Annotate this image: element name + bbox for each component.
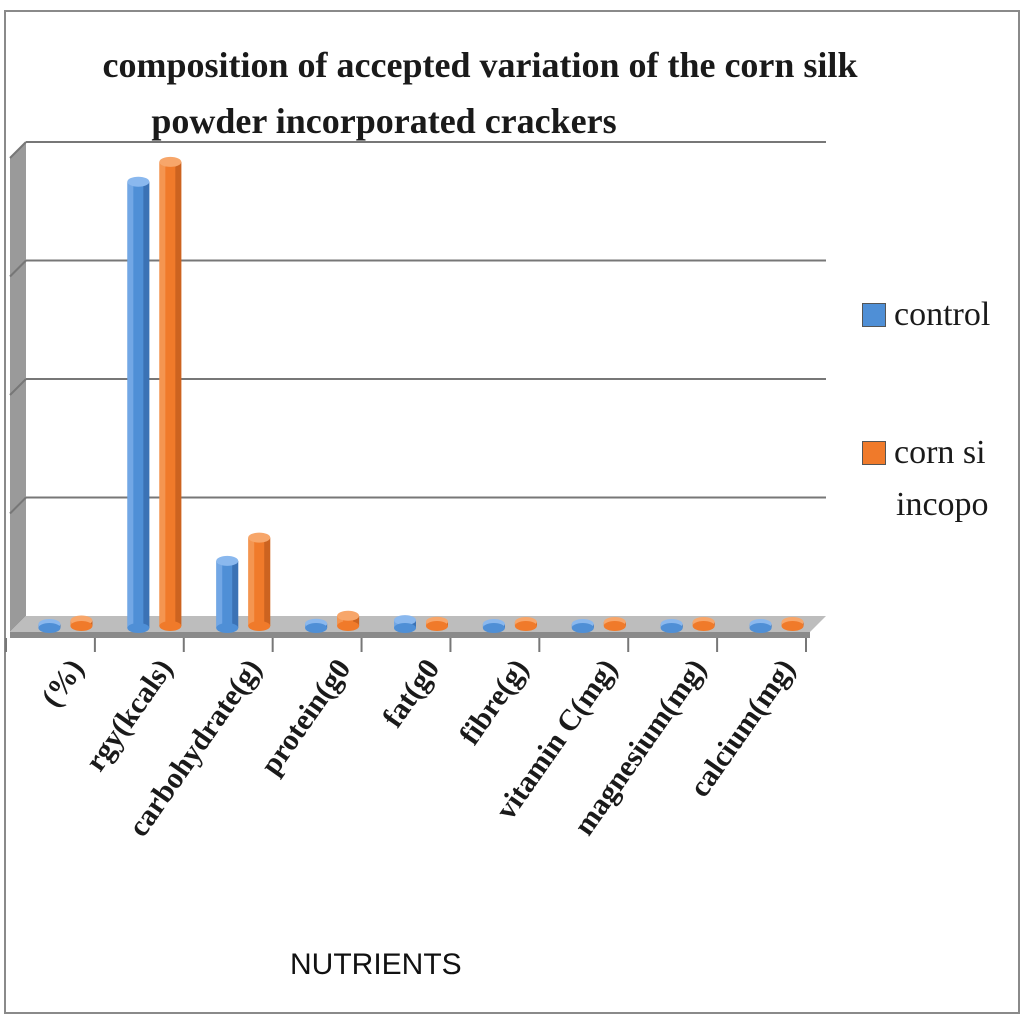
- bar-highlight: [248, 537, 255, 626]
- bar-highlight: [216, 560, 223, 628]
- bar-corn-silk-incoporated-8: [781, 617, 804, 631]
- chart-title-line-2: powder incorporated crackers: [151, 101, 617, 141]
- bars: [38, 156, 804, 633]
- bar-control-6: [571, 619, 594, 633]
- bar-corn-silk-incoporated-6: [603, 617, 626, 631]
- bar-top: [127, 176, 150, 187]
- floor-edge: [10, 632, 810, 638]
- legend-item-control: control: [862, 296, 990, 334]
- bar-body: [337, 615, 360, 626]
- legend-label-control: control: [894, 296, 991, 333]
- legend-item-corn-silk-line2: incopo: [896, 486, 989, 524]
- bar-control-2: [216, 555, 239, 633]
- bar-corn-silk-incoporated-3: [337, 610, 360, 631]
- bar-control-7: [660, 619, 683, 633]
- bar-corn-silk-incoporated-2: [248, 532, 271, 631]
- x-tick-label-3: protein(g0: [254, 653, 357, 781]
- bar-control-3: [305, 618, 328, 633]
- legend-swatch-corn-silk: [862, 441, 886, 465]
- bar-corn-silk-incoporated-5: [514, 617, 537, 631]
- bar-bottom: [603, 621, 626, 631]
- bar-bottom: [749, 623, 772, 633]
- x-tick-label-5: fibre(g): [453, 653, 535, 751]
- bar-bottom: [248, 621, 271, 631]
- bar-bottom: [305, 623, 328, 633]
- bar-shade: [410, 620, 416, 628]
- bar-control-5: [482, 619, 505, 633]
- bar-top: [216, 555, 239, 566]
- x-tick-label-4: fat(g0: [376, 653, 446, 733]
- bar-control-8: [749, 619, 772, 633]
- bar-bottom: [38, 623, 61, 633]
- bar-corn-silk-incoporated-1: [159, 156, 182, 631]
- bar-highlight: [394, 620, 400, 628]
- bar-highlight: [159, 161, 166, 627]
- gridlines: [5, 141, 826, 652]
- bar-top: [248, 532, 271, 543]
- bar-shade: [143, 181, 150, 628]
- bar-bottom: [70, 621, 93, 631]
- bar-bottom: [482, 623, 505, 633]
- bar-shade: [264, 537, 271, 626]
- bar-bottom: [514, 621, 537, 631]
- bar-bottom: [660, 623, 683, 633]
- legend-item-corn-silk: corn si: [862, 434, 986, 472]
- gridline-depth: [9, 378, 27, 396]
- legend-label-corn-silk-1: corn si: [894, 434, 986, 471]
- bar-control-4: [394, 615, 416, 633]
- x-tick-label-0: (%): [35, 653, 91, 713]
- gridline-depth: [9, 141, 27, 159]
- x-axis-label: NUTRIENTS: [290, 948, 462, 981]
- chart-title-line-1: composition of accepted variation of the…: [102, 45, 858, 85]
- bar-corn-silk-incoporated-4: [426, 616, 448, 631]
- bar-bottom: [337, 621, 360, 631]
- bar-corn-silk-incoporated-7: [692, 617, 715, 631]
- bar-bottom: [159, 621, 182, 631]
- bar-bottom: [571, 623, 594, 633]
- bar-shade: [175, 161, 182, 627]
- bar-bottom: [394, 623, 416, 633]
- bar-top: [337, 610, 360, 621]
- bar-top: [394, 615, 416, 626]
- chart-frame: [4, 10, 1020, 1014]
- bar-shade: [232, 560, 239, 628]
- bar-corn-silk-incoporated-0: [70, 615, 93, 631]
- bar-bottom: [426, 621, 448, 631]
- bar-bottom: [781, 621, 804, 631]
- bar-control-1: [127, 176, 150, 633]
- bar-shade: [353, 615, 360, 626]
- gridline-depth: [9, 496, 27, 515]
- bar-bottom: [127, 623, 150, 633]
- x-tick-labels: (%)rgy(kcals)carbohydrate(g)protein(g0 fa…: [35, 653, 802, 843]
- bar-highlight: [337, 615, 344, 626]
- bar-control-0: [38, 619, 61, 633]
- bar-bottom: [216, 623, 239, 633]
- bar-bottom: [692, 621, 715, 631]
- x-tick-label-1: rgy(kcals): [79, 653, 180, 777]
- bar-highlight: [127, 181, 134, 628]
- gridline-depth: [9, 259, 27, 278]
- bar-top: [159, 156, 182, 167]
- legend-label-corn-silk-2: incopo: [896, 486, 989, 523]
- legend-swatch-control: [862, 303, 886, 327]
